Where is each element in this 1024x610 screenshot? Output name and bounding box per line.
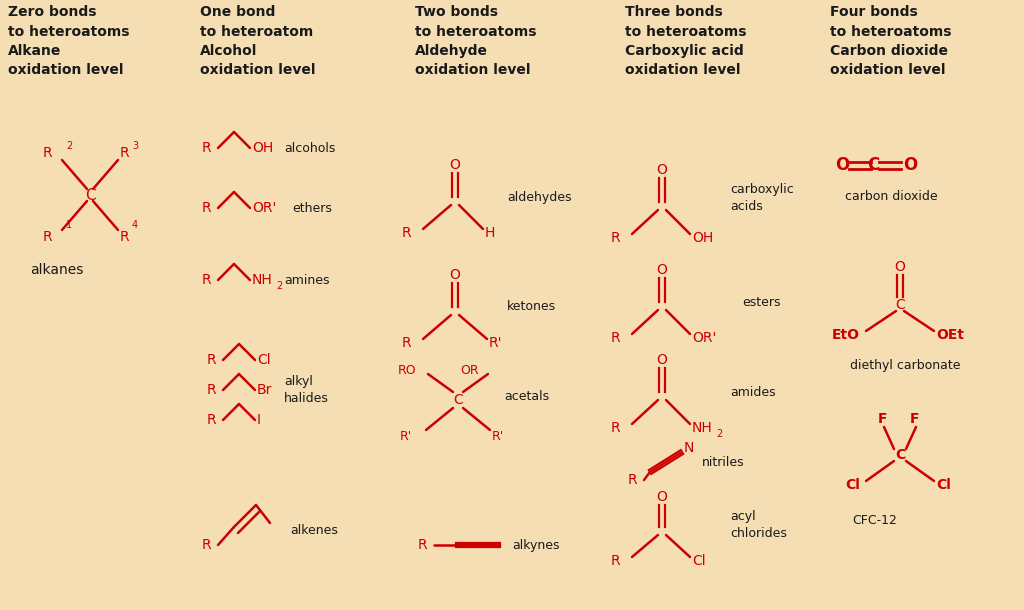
Text: R: R bbox=[610, 331, 620, 345]
Text: R: R bbox=[202, 201, 212, 215]
Text: H: H bbox=[485, 226, 496, 240]
Text: O: O bbox=[450, 158, 461, 172]
Text: Br: Br bbox=[257, 383, 272, 397]
Text: R: R bbox=[610, 554, 620, 568]
Text: 2: 2 bbox=[276, 281, 283, 291]
Text: diethyl carbonate: diethyl carbonate bbox=[850, 359, 961, 371]
Text: carboxylic
acids: carboxylic acids bbox=[730, 183, 794, 213]
Text: R: R bbox=[42, 230, 52, 244]
Text: O: O bbox=[903, 156, 918, 174]
Text: OR': OR' bbox=[692, 331, 717, 345]
Text: R: R bbox=[628, 473, 638, 487]
Text: nitriles: nitriles bbox=[702, 456, 744, 468]
Text: 2: 2 bbox=[716, 429, 722, 439]
Text: amides: amides bbox=[730, 386, 775, 398]
Text: alkynes: alkynes bbox=[512, 539, 559, 551]
Text: Cl: Cl bbox=[845, 478, 860, 492]
Text: amines: amines bbox=[284, 273, 330, 287]
Text: C: C bbox=[454, 393, 463, 407]
Text: O: O bbox=[450, 268, 461, 282]
Text: ethers: ethers bbox=[292, 201, 332, 215]
Text: C: C bbox=[867, 156, 880, 174]
Text: OR: OR bbox=[460, 364, 478, 376]
Text: N: N bbox=[684, 441, 694, 455]
Text: Cl: Cl bbox=[692, 554, 706, 568]
Text: O: O bbox=[656, 490, 668, 504]
Text: R: R bbox=[207, 413, 217, 427]
Text: O: O bbox=[656, 353, 668, 367]
Text: 3: 3 bbox=[132, 141, 138, 151]
Text: R: R bbox=[610, 421, 620, 435]
Text: OH: OH bbox=[692, 231, 714, 245]
Text: F: F bbox=[878, 412, 888, 426]
Text: CFC-12: CFC-12 bbox=[853, 514, 897, 526]
Text: alkyl
halides: alkyl halides bbox=[284, 375, 329, 405]
Text: NH: NH bbox=[252, 273, 272, 287]
Text: R: R bbox=[202, 141, 212, 155]
Text: R: R bbox=[207, 383, 217, 397]
Text: acyl
chlorides: acyl chlorides bbox=[730, 510, 786, 540]
Text: OH: OH bbox=[252, 141, 273, 155]
Text: I: I bbox=[257, 413, 261, 427]
Text: R': R' bbox=[399, 429, 412, 442]
Text: O: O bbox=[656, 263, 668, 277]
Text: R: R bbox=[401, 336, 411, 350]
Text: alkenes: alkenes bbox=[290, 525, 338, 537]
Text: OEt: OEt bbox=[936, 328, 964, 342]
Text: carbon dioxide: carbon dioxide bbox=[845, 190, 938, 204]
Text: Cl: Cl bbox=[936, 478, 951, 492]
Text: R: R bbox=[202, 538, 212, 552]
Text: R: R bbox=[207, 353, 217, 367]
Text: C: C bbox=[85, 187, 95, 203]
Text: O: O bbox=[835, 156, 849, 174]
Text: R: R bbox=[418, 538, 428, 552]
Text: ketones: ketones bbox=[507, 301, 556, 314]
Text: O: O bbox=[656, 163, 668, 177]
Text: Three bonds
to heteroatoms
Carboxylic acid
oxidation level: Three bonds to heteroatoms Carboxylic ac… bbox=[625, 5, 746, 77]
Text: Zero bonds
to heteroatoms
Alkane
oxidation level: Zero bonds to heteroatoms Alkane oxidati… bbox=[8, 5, 129, 77]
Text: RO: RO bbox=[397, 364, 416, 376]
Text: R': R' bbox=[489, 336, 503, 350]
Text: Four bonds
to heteroatoms
Carbon dioxide
oxidation level: Four bonds to heteroatoms Carbon dioxide… bbox=[830, 5, 951, 77]
Text: R: R bbox=[120, 230, 130, 244]
Text: esters: esters bbox=[742, 295, 780, 309]
Text: R: R bbox=[42, 146, 52, 160]
Text: R: R bbox=[202, 273, 212, 287]
Text: C: C bbox=[895, 448, 905, 462]
Text: Cl: Cl bbox=[257, 353, 270, 367]
Text: alcohols: alcohols bbox=[284, 142, 336, 154]
Text: 1: 1 bbox=[66, 220, 72, 230]
Text: 4: 4 bbox=[132, 220, 138, 230]
Text: C: C bbox=[895, 298, 905, 312]
Text: Two bonds
to heteroatoms
Aldehyde
oxidation level: Two bonds to heteroatoms Aldehyde oxidat… bbox=[415, 5, 537, 77]
Text: One bond
to heteroatom
Alcohol
oxidation level: One bond to heteroatom Alcohol oxidation… bbox=[200, 5, 315, 77]
Text: R': R' bbox=[492, 429, 504, 442]
Text: OR': OR' bbox=[252, 201, 276, 215]
Text: NH: NH bbox=[692, 421, 713, 435]
Text: alkanes: alkanes bbox=[30, 263, 83, 277]
Text: 2: 2 bbox=[66, 141, 73, 151]
Text: O: O bbox=[895, 260, 905, 274]
Text: aldehydes: aldehydes bbox=[507, 190, 571, 204]
Text: EtO: EtO bbox=[831, 328, 860, 342]
Text: F: F bbox=[910, 412, 920, 426]
Text: R: R bbox=[610, 231, 620, 245]
Text: acetals: acetals bbox=[504, 390, 549, 403]
Text: R: R bbox=[120, 146, 130, 160]
Text: R: R bbox=[401, 226, 411, 240]
